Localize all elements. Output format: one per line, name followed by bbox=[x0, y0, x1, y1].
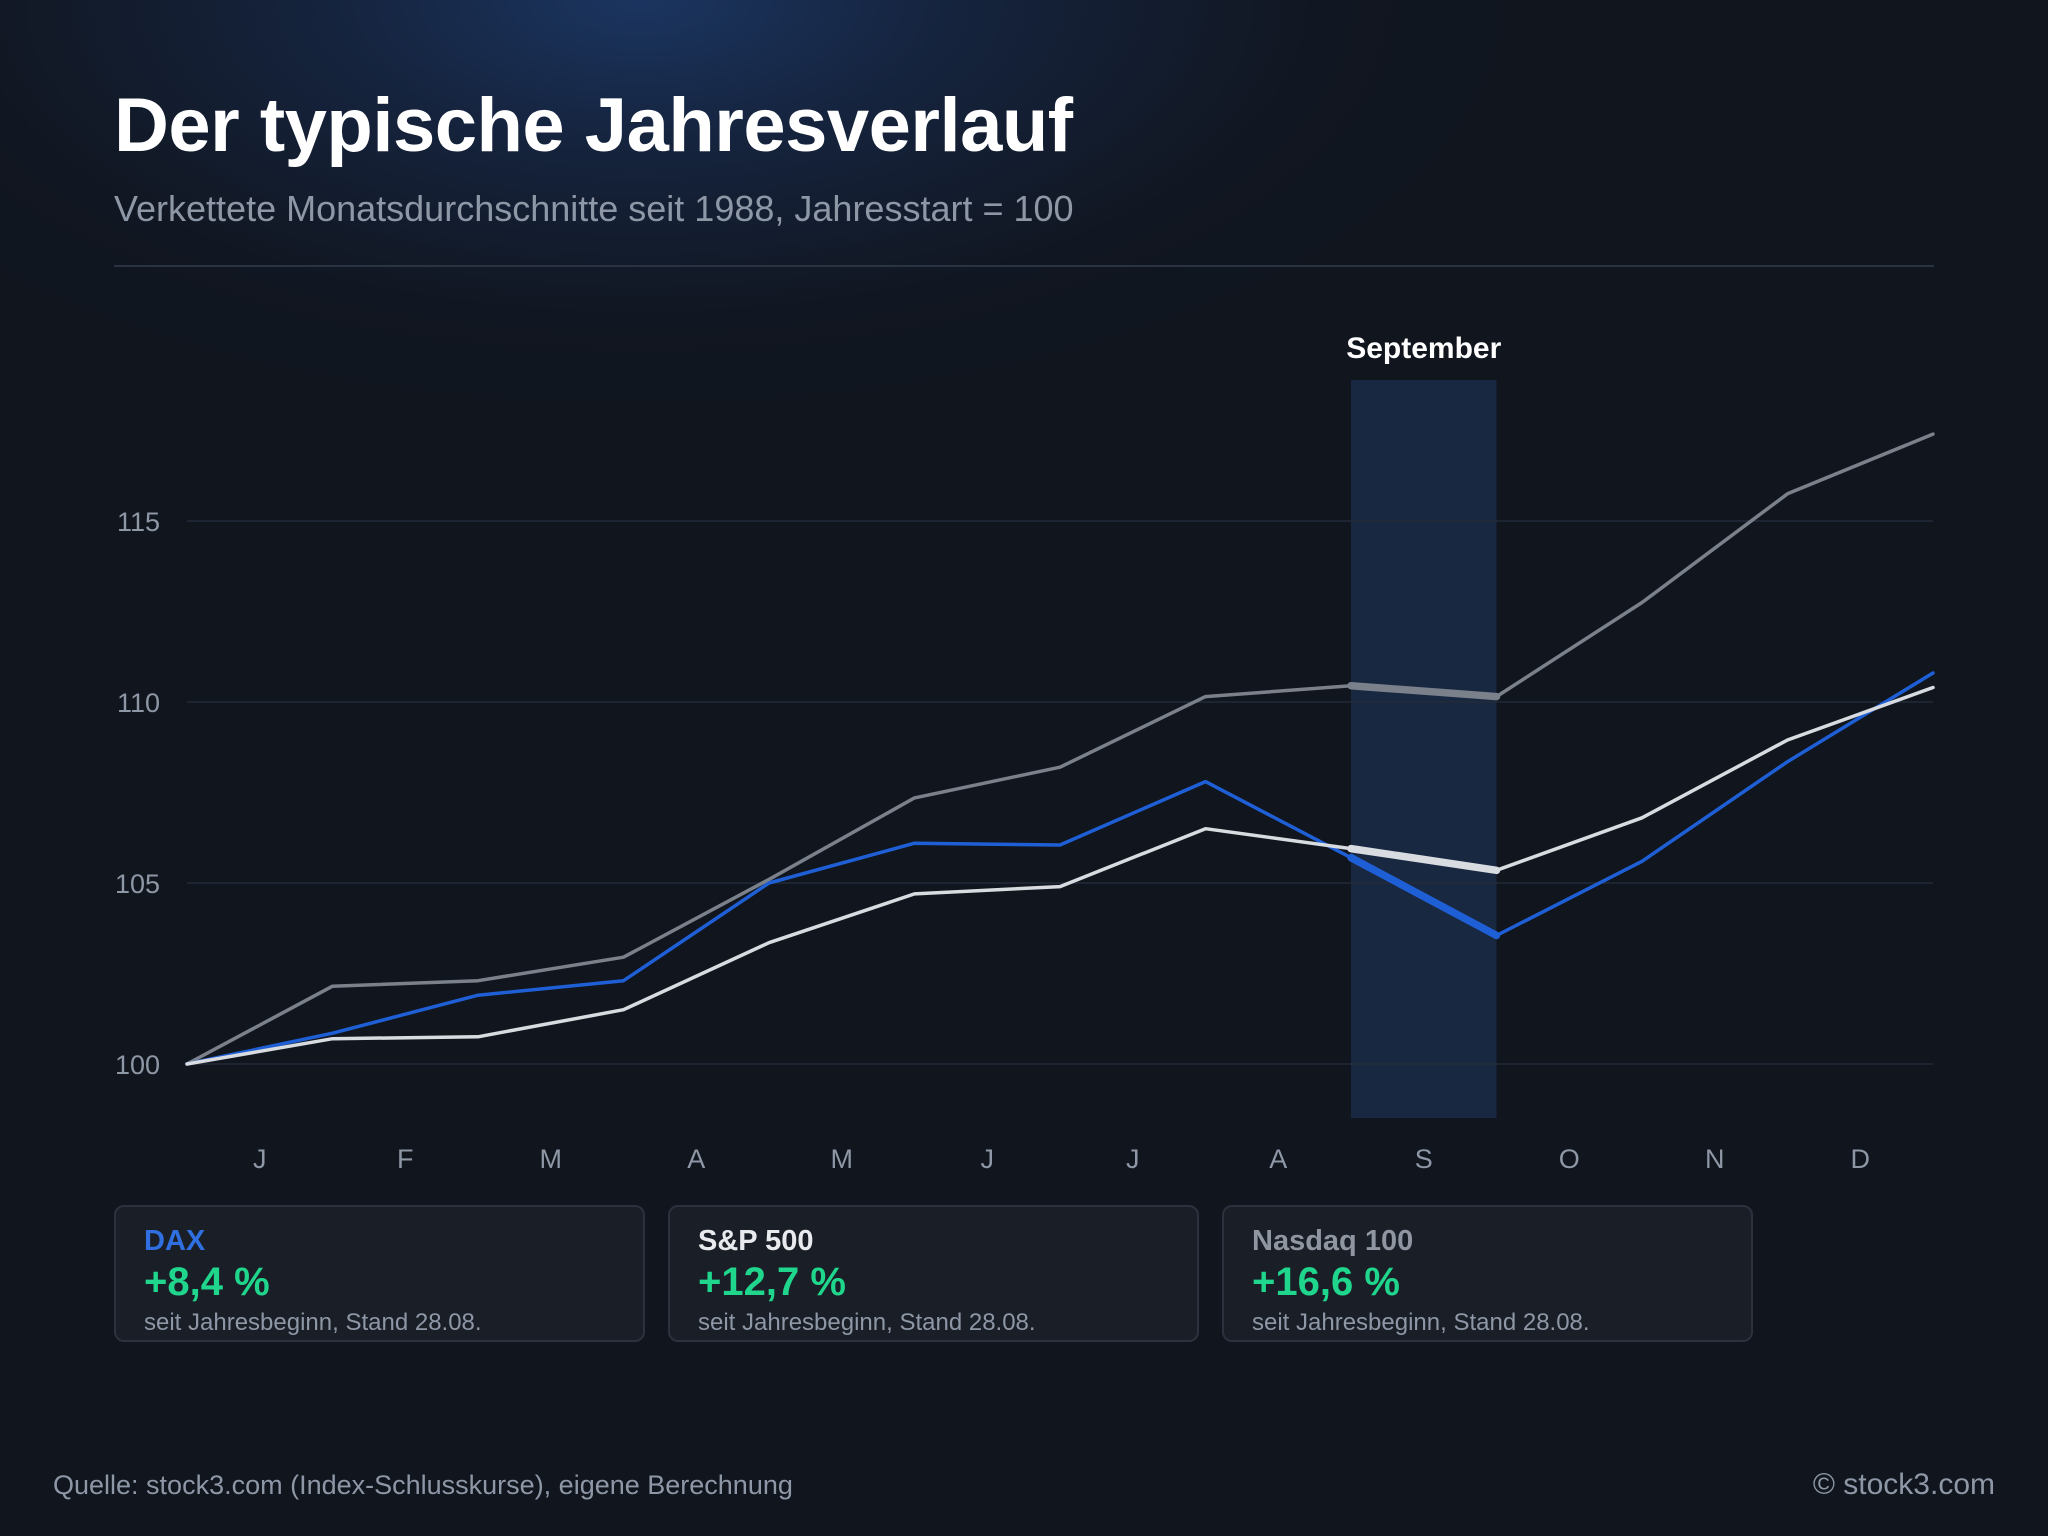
card-note: seit Jahresbeginn, Stand 28.08. bbox=[1252, 1309, 1590, 1336]
header-divider bbox=[114, 265, 1934, 267]
x-tick-label: M bbox=[831, 1144, 854, 1174]
card-nasdaq100: Nasdaq 100 +16,6 % seit Jahresbeginn, St… bbox=[1222, 1205, 1753, 1342]
chart-subtitle: Verkettete Monatsdurchschnitte seit 1988… bbox=[114, 188, 1074, 229]
series-line-nasdaq-100 bbox=[185, 432, 1935, 1066]
x-tick-label: A bbox=[687, 1144, 705, 1174]
card-name: DAX bbox=[144, 1225, 206, 1257]
line-chart: September 100 105 110 115 J F M A M J J A S O N D bbox=[114, 332, 1935, 1174]
september-segment bbox=[1347, 844, 1501, 875]
x-tick-label: N bbox=[1705, 1144, 1725, 1174]
x-tick-label: S bbox=[1415, 1144, 1433, 1174]
x-tick-label: J bbox=[253, 1144, 267, 1174]
card-dax: DAX +8,4 % seit Jahresbeginn, Stand 28.0… bbox=[114, 1205, 645, 1342]
series-line-dax bbox=[185, 671, 1935, 1066]
x-tick-label: J bbox=[981, 1144, 995, 1174]
y-tick-label: 110 bbox=[117, 688, 160, 718]
x-tick-label: M bbox=[540, 1144, 563, 1174]
y-tick-label: 100 bbox=[115, 1050, 160, 1080]
x-tick-label: J bbox=[1126, 1144, 1140, 1174]
card-value: +12,7 % bbox=[698, 1260, 846, 1304]
x-tick-label: F bbox=[397, 1144, 414, 1174]
card-note: seit Jahresbeginn, Stand 28.08. bbox=[698, 1309, 1036, 1336]
highlight-label: September bbox=[1346, 332, 1501, 365]
x-tick-label: A bbox=[1269, 1144, 1287, 1174]
card-note: seit Jahresbeginn, Stand 28.08. bbox=[144, 1309, 482, 1336]
september-segment bbox=[1347, 681, 1501, 701]
y-tick-label: 115 bbox=[117, 507, 160, 537]
copyright: © stock3.com bbox=[1812, 1468, 1995, 1501]
y-tick-label: 105 bbox=[115, 869, 160, 899]
card-name: Nasdaq 100 bbox=[1252, 1225, 1414, 1257]
chart-title: Der typische Jahresverlauf bbox=[114, 83, 1073, 168]
card-value: +8,4 % bbox=[144, 1260, 270, 1304]
series-line-s-p-500 bbox=[185, 685, 1935, 1066]
source-note: Quelle: stock3.com (Index-Schlusskurse),… bbox=[53, 1470, 793, 1500]
x-tick-label: O bbox=[1559, 1144, 1580, 1174]
card-name: S&P 500 bbox=[698, 1225, 814, 1257]
card-value: +16,6 % bbox=[1252, 1260, 1400, 1304]
september-segment bbox=[1347, 853, 1501, 940]
september-highlight-band bbox=[1351, 380, 1497, 1118]
x-tick-label: D bbox=[1851, 1144, 1871, 1174]
card-sp500: S&P 500 +12,7 % seit Jahresbeginn, Stand… bbox=[668, 1205, 1199, 1342]
